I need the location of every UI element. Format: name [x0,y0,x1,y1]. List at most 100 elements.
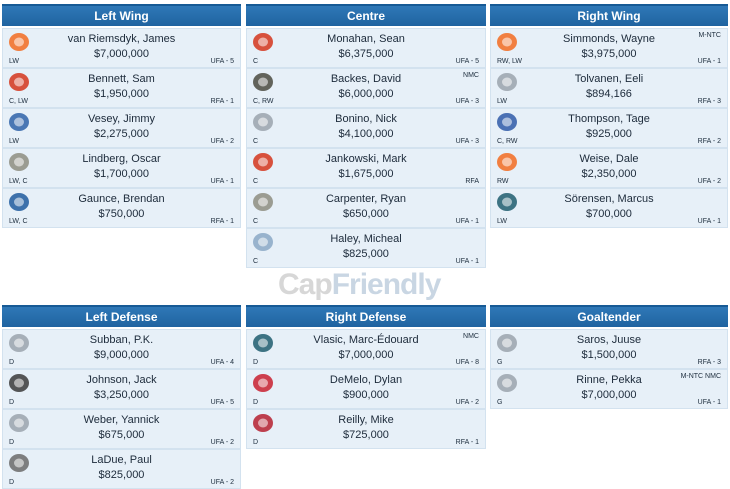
player-card[interactable]: Haley, Micheal $825,000 C UFA - 1 [246,228,486,268]
player-card[interactable]: Subban, P.K. $9,000,000 D UFA - 4 [2,329,241,369]
player-position: D [9,479,15,486]
team-logo-icon [7,71,31,93]
player-card[interactable]: LaDue, Paul $825,000 D UFA - 2 [2,449,241,489]
player-name[interactable]: Jankowski, Mark [325,153,407,165]
team-logo-icon [251,191,275,213]
player-cap-hit: $1,950,000 [93,88,150,100]
team-logo-icon [7,372,31,394]
player-contract: UFA - 2 [210,439,234,446]
player-name[interactable]: Johnson, Jack [86,374,157,386]
player-card[interactable]: Tolvanen, Eeli $894,166 LW RFA - 3 [490,68,728,108]
player-card[interactable]: Lindberg, Oscar $1,700,000 LW, C UFA - 1 [2,148,241,188]
player-position: D [253,359,259,366]
player-card[interactable]: Vesey, Jimmy $2,275,000 LW UFA - 2 [2,108,241,148]
column-goaltender: Goaltender Saros, Juuse $1,500,000 G RFA - … [488,305,730,409]
player-name[interactable]: Reilly, Mike [338,414,394,426]
player-card[interactable]: Bonino, Nick $4,100,000 C UFA - 3 [246,108,486,148]
player-contract: UFA - 5 [210,58,234,65]
player-cap-hit: $2,275,000 [93,128,150,140]
header-right-defense: Right Defense [246,305,486,327]
player-cap-hit: $7,000,000 [93,48,150,60]
player-contract: UFA - 3 [455,98,479,105]
player-name[interactable]: Weber, Yannick [83,414,160,426]
player-cap-hit: $894,166 [586,88,632,100]
player-contract: UFA - 1 [210,178,234,185]
player-card[interactable]: Sörensen, Marcus $700,000 LW UFA - 1 [490,188,728,228]
header-left-defense: Left Defense [2,305,241,327]
player-cap-hit: $7,000,000 [338,349,394,361]
player-cap-hit: $2,350,000 [581,168,637,180]
team-logo-icon [495,31,519,53]
player-clause: M-NTC [698,32,721,39]
player-card[interactable]: Vlasic, Marc-Édouard $7,000,000 D UFA - 8 NM… [246,329,486,369]
player-name[interactable]: Thompson, Tage [568,113,650,125]
player-contract: UFA - 3 [455,138,479,145]
player-cap-hit: $9,000,000 [93,349,150,361]
player-contract: RFA - 3 [697,359,721,366]
player-name[interactable]: Bonino, Nick [335,113,397,125]
team-logo-icon [7,151,31,173]
column-centre: Centre Monahan, Sean $6,375,000 C UFA - 5 Ba… [244,4,488,268]
player-card[interactable]: Backes, David $6,000,000 C, RW UFA - 3 NMC [246,68,486,108]
player-name[interactable]: Carpenter, Ryan [325,193,407,205]
player-name[interactable]: Tolvanen, Eeli [574,73,644,85]
player-cap-hit: $750,000 [98,208,145,220]
player-card[interactable]: Weber, Yannick $675,000 D UFA - 2 [2,409,241,449]
player-position: G [497,359,503,366]
team-logo-icon [7,191,31,213]
column-right-defense: Right Defense Vlasic, Marc-Édouard $7,000… [244,305,488,449]
player-card[interactable]: Weise, Dale $2,350,000 RW UFA - 2 [490,148,728,188]
player-name[interactable]: LaDue, Paul [91,454,152,466]
player-position: LW, C [9,218,28,225]
player-card[interactable]: Carpenter, Ryan $650,000 C UFA - 1 [246,188,486,228]
player-position: C, RW [497,138,518,145]
player-name[interactable]: Simmonds, Wayne [563,33,655,45]
player-name[interactable]: Weise, Dale [579,153,639,165]
player-card[interactable]: van Riemsdyk, James $7,000,000 LW UFA - 5 [2,28,241,68]
player-card[interactable]: DeMelo, Dylan $900,000 D UFA - 2 [246,369,486,409]
player-card[interactable]: Johnson, Jack $3,250,000 D UFA - 5 [2,369,241,409]
player-cap-hit: $7,000,000 [581,389,637,401]
team-logo-icon [495,151,519,173]
player-card[interactable]: Reilly, Mike $725,000 D RFA - 1 [246,409,486,449]
team-logo-icon [7,31,31,53]
player-contract: UFA - 5 [210,399,234,406]
player-name[interactable]: Monahan, Sean [327,33,405,45]
team-logo-icon [251,412,275,434]
player-card[interactable]: Thompson, Tage $925,000 C, RW RFA - 2 [490,108,728,148]
player-card[interactable]: Bennett, Sam $1,950,000 C, LW RFA - 1 [2,68,241,108]
player-name[interactable]: Vlasic, Marc-Édouard [313,334,419,346]
player-card[interactable]: Saros, Juuse $1,500,000 G RFA - 3 [490,329,728,369]
player-name[interactable]: Gaunce, Brendan [78,193,165,205]
player-name[interactable]: Bennett, Sam [88,73,155,85]
header-centre: Centre [246,4,486,26]
player-card[interactable]: Jankowski, Mark $1,675,000 C RFA [246,148,486,188]
header-right-wing: Right Wing [490,4,728,26]
player-name[interactable]: Haley, Micheal [330,233,402,245]
team-logo-icon [7,111,31,133]
player-name[interactable]: Lindberg, Oscar [82,153,161,165]
player-cap-hit: $725,000 [343,429,389,441]
player-name[interactable]: Subban, P.K. [89,334,154,346]
player-name[interactable]: Backes, David [330,73,402,85]
player-contract: UFA - 1 [455,258,479,265]
player-position: RW [497,178,509,185]
player-card[interactable]: Monahan, Sean $6,375,000 C UFA - 5 [246,28,486,68]
player-name[interactable]: van Riemsdyk, James [67,33,176,45]
header-goaltender: Goaltender [490,305,728,327]
player-cap-hit: $900,000 [343,389,389,401]
player-card[interactable]: Simmonds, Wayne $3,975,000 RW, LW UFA - 1 M-… [490,28,728,68]
player-name[interactable]: Vesey, Jimmy [87,113,156,125]
player-name[interactable]: Saros, Juuse [576,334,642,346]
capfriendly-watermark: CapFriendly [278,268,441,301]
player-name[interactable]: Sörensen, Marcus [564,193,654,205]
player-card[interactable]: Rinne, Pekka $7,000,000 G UFA - 1 M-NTC NMC [490,369,728,409]
player-card[interactable]: Gaunce, Brendan $750,000 LW, C RFA - 1 [2,188,241,228]
player-name[interactable]: Rinne, Pekka [576,374,642,386]
player-name[interactable]: DeMelo, Dylan [329,374,403,386]
player-position: RW, LW [497,58,523,65]
player-contract: RFA - 1 [210,218,234,225]
player-contract: UFA - 1 [697,218,721,225]
team-logo-icon [495,191,519,213]
player-cap-hit: $6,000,000 [338,88,394,100]
